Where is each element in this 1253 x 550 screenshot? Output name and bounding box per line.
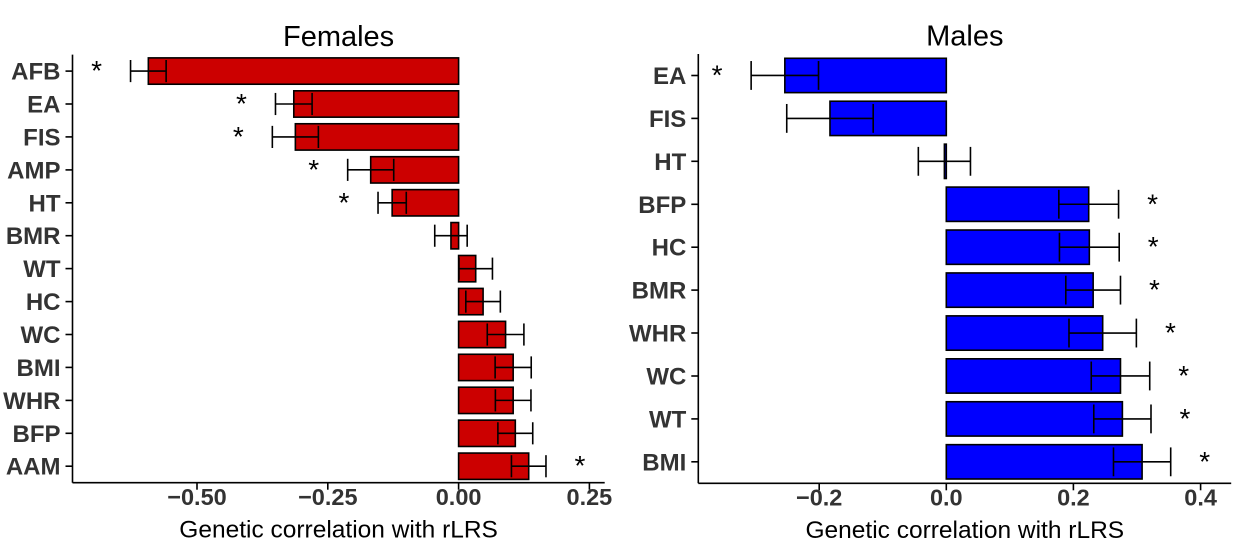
svg-text:FIS: FIS [23, 124, 60, 151]
svg-text:0.25: 0.25 [567, 484, 613, 510]
svg-text:−0.50: −0.50 [167, 484, 226, 510]
svg-text:HC: HC [652, 235, 687, 262]
svg-text:*: * [1148, 231, 1159, 262]
svg-text:BMR: BMR [632, 278, 687, 305]
svg-text:BMR: BMR [6, 223, 61, 250]
svg-text:WT: WT [23, 256, 61, 283]
svg-text:WC: WC [646, 364, 686, 391]
svg-text:WHR: WHR [629, 321, 686, 348]
svg-text:HT: HT [29, 190, 61, 217]
svg-text:AMP: AMP [7, 157, 60, 184]
svg-text:*: * [1178, 360, 1189, 391]
svg-text:*: * [1199, 446, 1210, 477]
svg-text:Genetic correlation with rLRS: Genetic correlation with rLRS [179, 517, 498, 544]
svg-text:EA: EA [27, 92, 60, 119]
svg-text:0.0: 0.0 [930, 485, 963, 511]
svg-text:HT: HT [654, 149, 686, 176]
svg-text:HC: HC [26, 289, 61, 316]
svg-text:*: * [1180, 403, 1191, 434]
svg-text:WT: WT [649, 406, 687, 433]
svg-text:BMI: BMI [642, 449, 686, 476]
svg-text:0.00: 0.00 [436, 484, 482, 510]
svg-text:−0.2: −0.2 [796, 485, 842, 511]
svg-text:WC: WC [21, 322, 61, 349]
svg-text:*: * [236, 88, 247, 119]
svg-text:EA: EA [653, 63, 686, 90]
svg-text:0.4: 0.4 [1184, 485, 1217, 511]
svg-text:*: * [575, 450, 586, 481]
svg-text:AFB: AFB [11, 59, 60, 86]
svg-text:Males: Males [926, 21, 1003, 53]
svg-text:*: * [339, 187, 350, 218]
svg-text:WHR: WHR [3, 388, 60, 415]
svg-text:*: * [1147, 188, 1158, 219]
svg-text:*: * [308, 154, 319, 185]
svg-text:BMI: BMI [17, 355, 61, 382]
svg-text:BFP: BFP [13, 421, 61, 448]
svg-text:*: * [1149, 274, 1160, 305]
svg-text:AAM: AAM [6, 454, 61, 481]
svg-text:Females: Females [283, 21, 394, 53]
svg-text:*: * [91, 55, 102, 86]
svg-text:*: * [233, 121, 244, 152]
svg-text:*: * [712, 60, 723, 91]
svg-text:Genetic correlation with rLRS: Genetic correlation with rLRS [805, 517, 1124, 544]
svg-text:−0.25: −0.25 [298, 484, 357, 510]
svg-text:0.2: 0.2 [1057, 485, 1090, 511]
svg-text:*: * [1165, 317, 1176, 348]
svg-text:FIS: FIS [649, 106, 686, 133]
svg-text:BFP: BFP [638, 192, 686, 219]
